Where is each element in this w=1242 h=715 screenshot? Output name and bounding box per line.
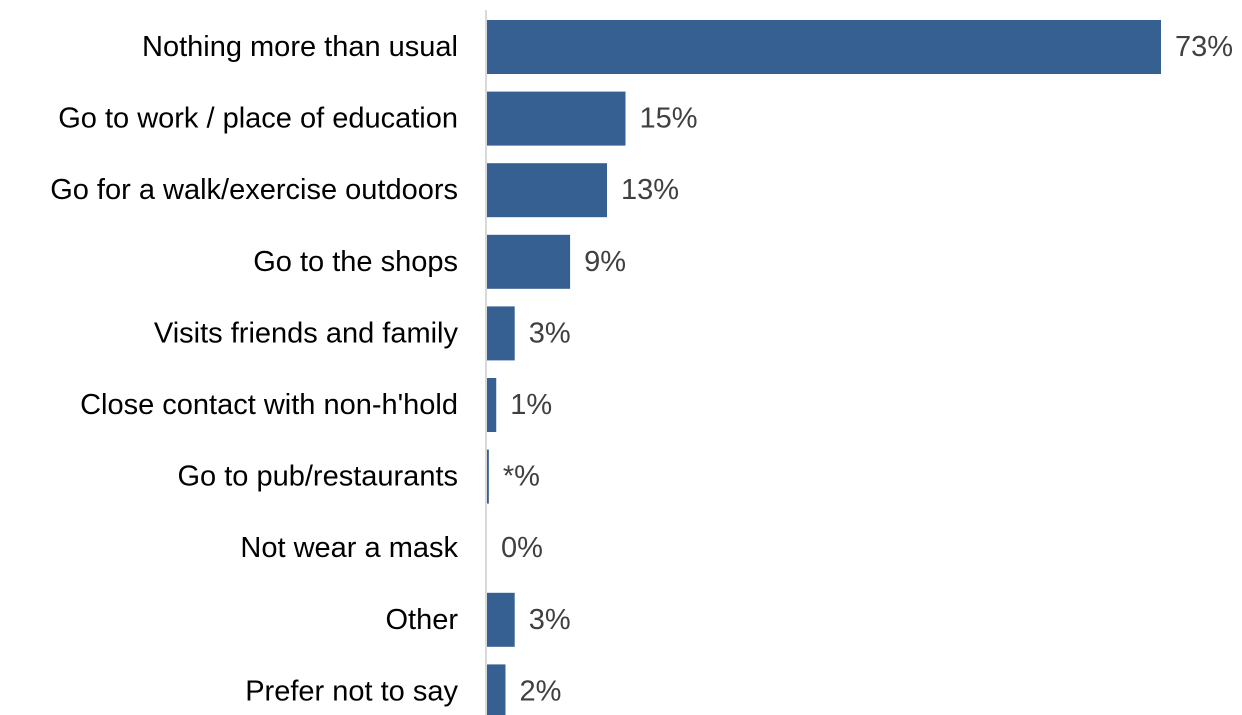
bar (487, 234, 571, 289)
bar (487, 306, 515, 361)
bar (487, 449, 489, 504)
value-label: 13% (621, 174, 679, 206)
value-label: 3% (529, 604, 571, 636)
category-label: Visits friends and family (154, 317, 459, 349)
category-label: Go to pub/restaurants (178, 461, 459, 493)
bar (487, 592, 515, 647)
value-label: 15% (639, 103, 697, 135)
category-label: Other (385, 604, 458, 636)
bar (487, 378, 497, 432)
bar (487, 163, 608, 218)
category-label: Not wear a mask (240, 532, 458, 564)
value-label: 3% (529, 317, 571, 349)
category-label: Close contact with non-h'hold (80, 389, 458, 421)
bar (487, 20, 1161, 74)
category-label: Prefer not to say (245, 675, 458, 707)
value-label: 0% (501, 532, 543, 564)
value-label: *% (503, 461, 540, 493)
value-label: 1% (510, 389, 552, 421)
category-label: Nothing more than usual (142, 31, 458, 63)
bar (487, 91, 626, 146)
category-label: Go to work / place of education (58, 103, 458, 135)
bar (487, 664, 506, 715)
value-labels: 73% 15% 13% 9% 3% 1% *% 0% 3% 2% (501, 31, 1233, 707)
value-label: 9% (584, 246, 626, 278)
value-label: 2% (519, 675, 561, 707)
bars-layer (487, 20, 1161, 715)
category-labels: Nothing more than usual Go to work / plac… (50, 31, 458, 707)
category-label: Go to the shops (253, 246, 458, 278)
value-label: 73% (1175, 31, 1233, 63)
category-label: Go for a walk/exercise outdoors (50, 174, 458, 206)
